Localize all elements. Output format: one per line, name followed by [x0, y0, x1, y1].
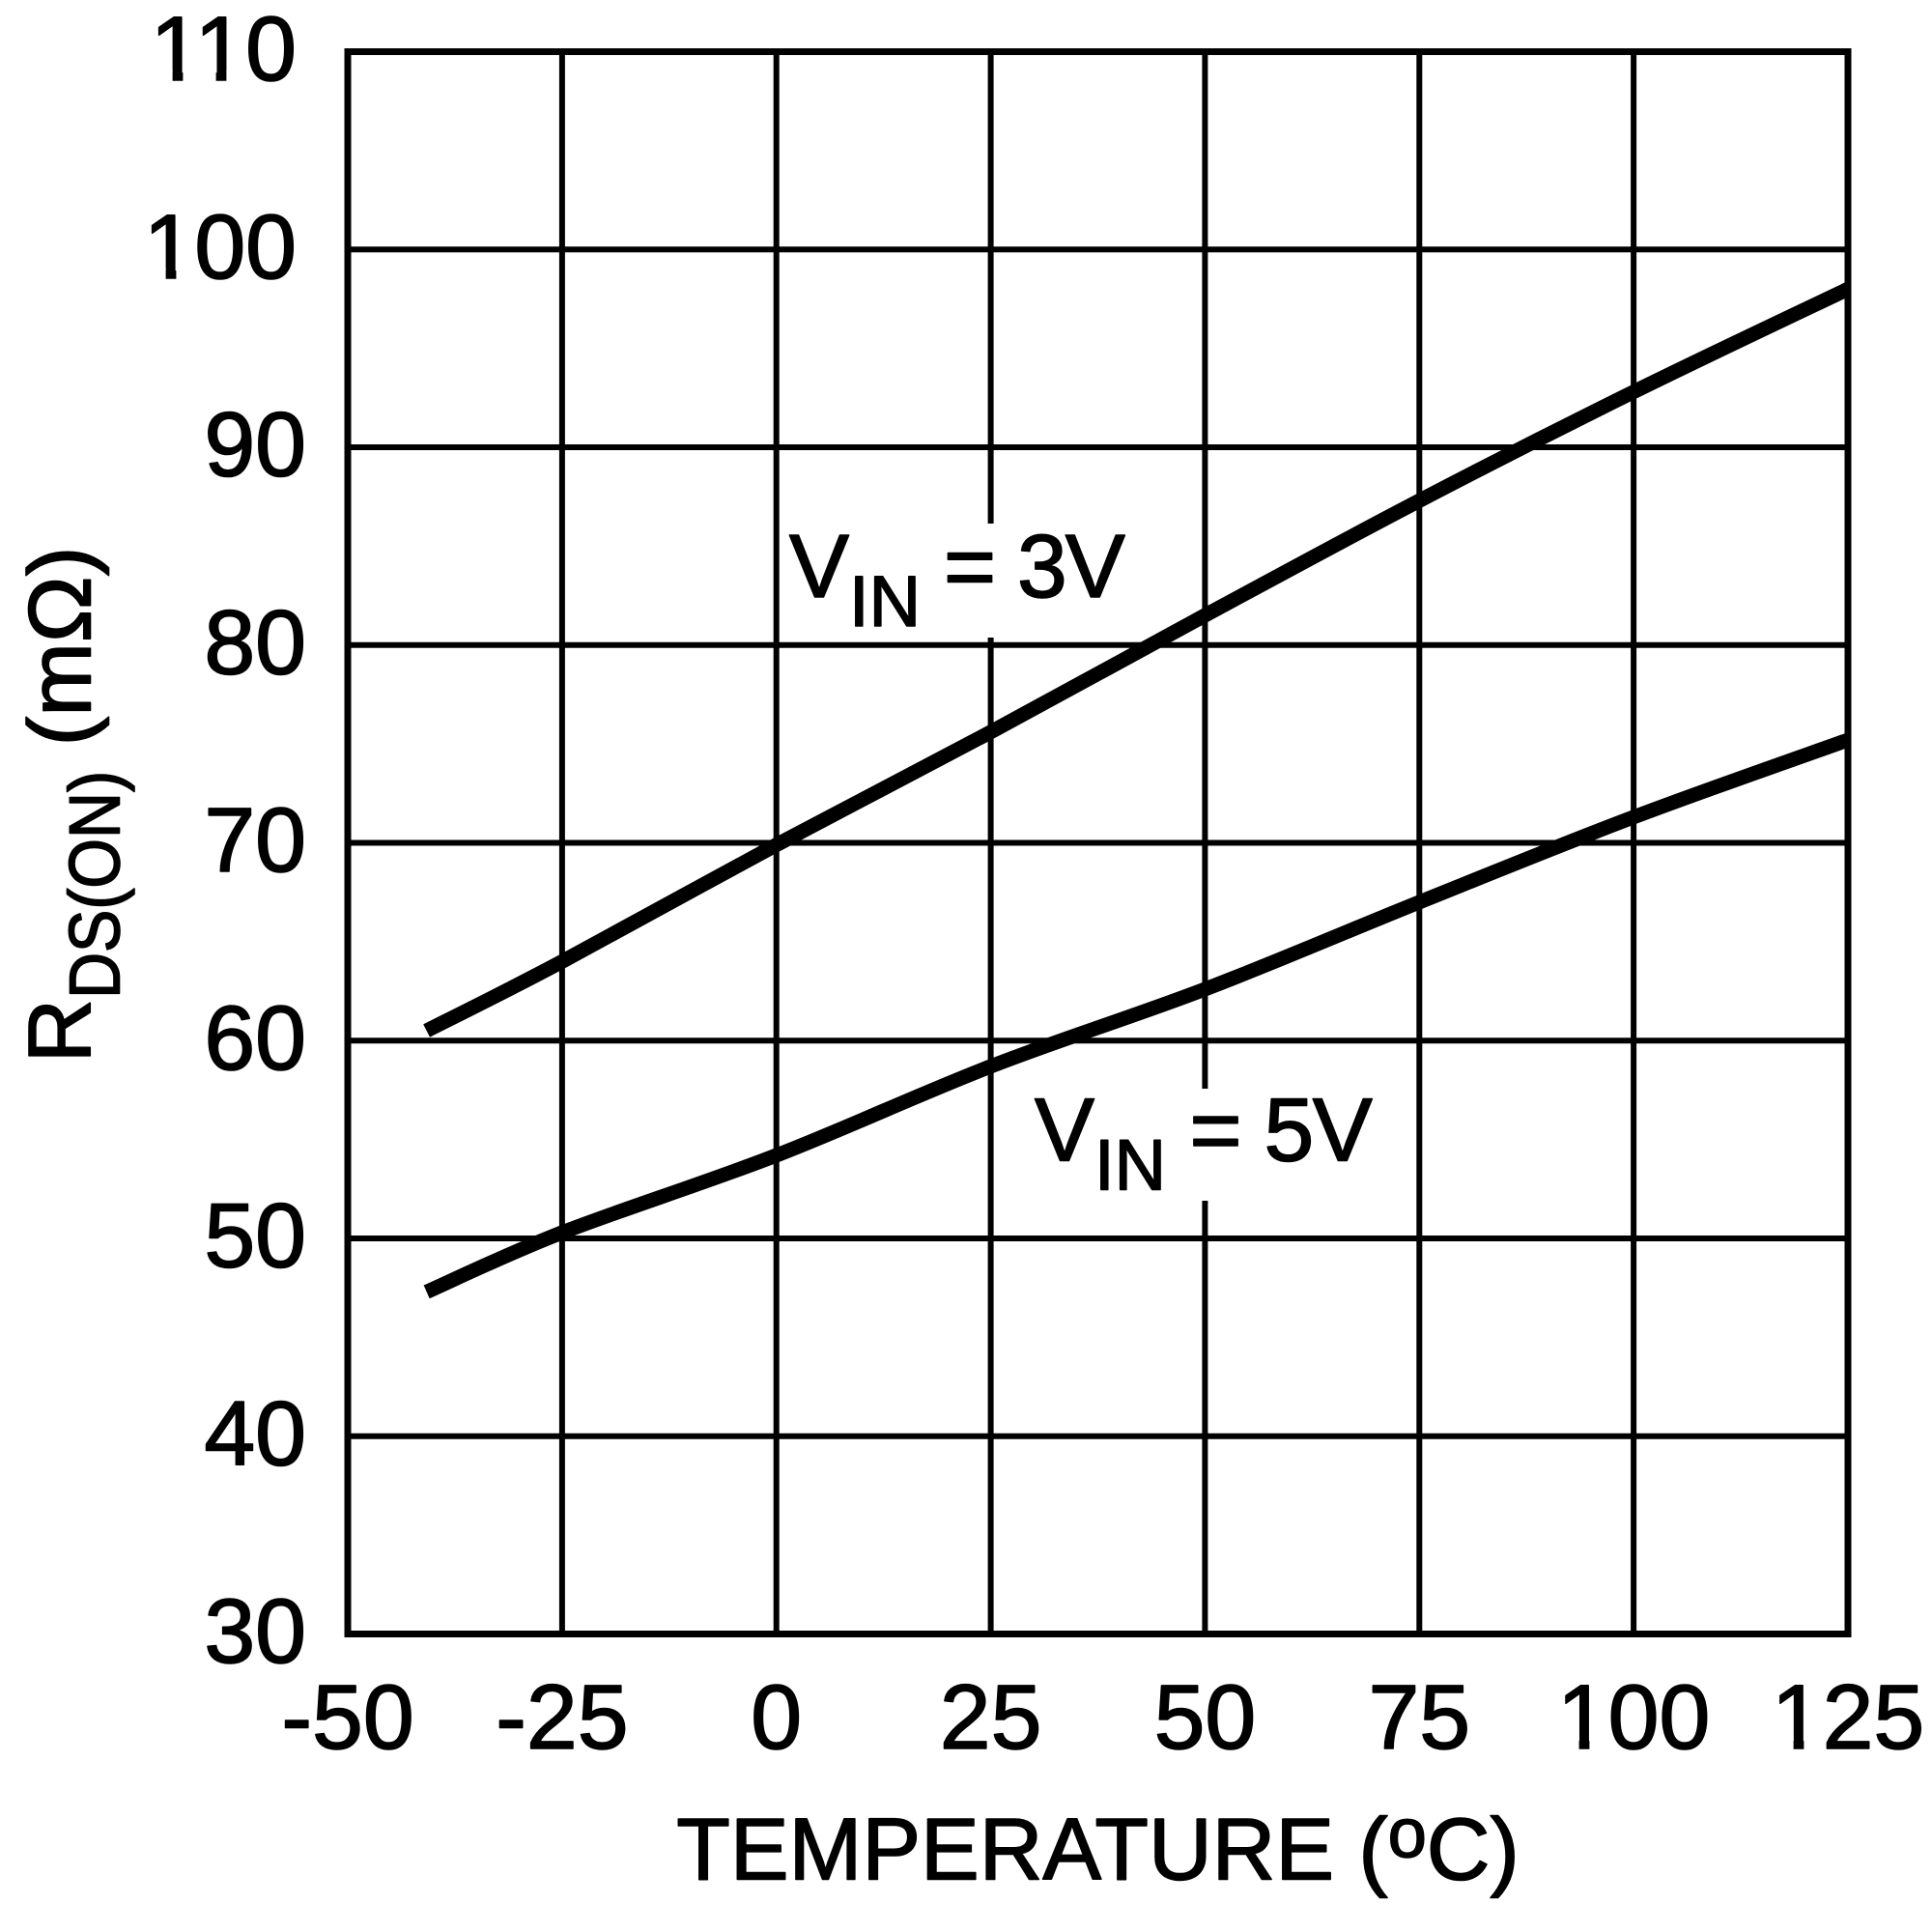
svg-text:25: 25: [940, 1666, 1042, 1769]
svg-text:110: 110: [151, 0, 297, 100]
svg-text:40: 40: [204, 1382, 306, 1485]
svg-text:70: 70: [204, 789, 306, 892]
svg-text:60: 60: [204, 987, 306, 1090]
svg-text:100: 100: [1557, 1666, 1711, 1769]
svg-text:75: 75: [1368, 1666, 1470, 1769]
svg-text:50: 50: [1154, 1666, 1257, 1769]
svg-text:80: 80: [204, 591, 306, 694]
svg-text:-25: -25: [496, 1666, 628, 1769]
svg-text:125: 125: [1772, 1666, 1925, 1769]
svg-text:50: 50: [204, 1185, 306, 1288]
svg-text:0: 0: [751, 1666, 802, 1769]
svg-text:TEMPERATURE (oC): TEMPERATURE (oC): [676, 1796, 1520, 1899]
svg-text:-50: -50: [281, 1666, 413, 1769]
svg-text:100: 100: [143, 196, 297, 298]
svg-text:90: 90: [204, 394, 306, 497]
svg-text:30: 30: [204, 1580, 306, 1683]
